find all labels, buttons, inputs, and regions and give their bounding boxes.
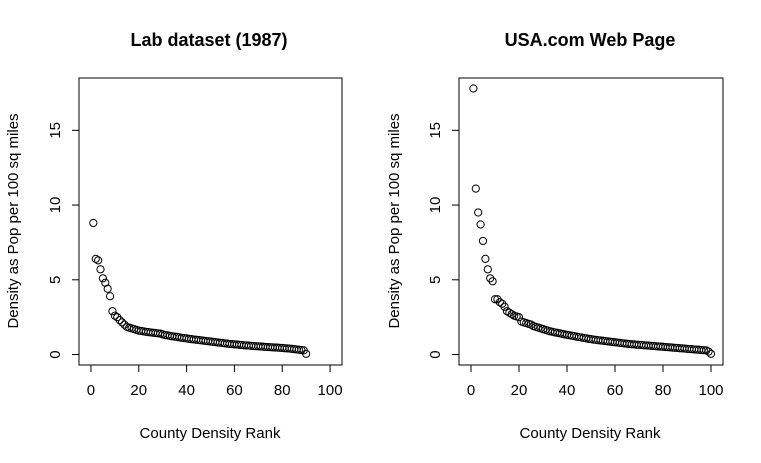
data-point bbox=[96, 265, 105, 274]
y-axis: 0 5 10 15 bbox=[47, 122, 80, 359]
x-tick-label: 100 bbox=[698, 382, 723, 399]
data-point bbox=[478, 236, 488, 246]
data-point bbox=[488, 277, 497, 286]
x-tick-label: 40 bbox=[178, 382, 195, 399]
panel-left: Lab dataset (1987) County Density Rank D… bbox=[5, 30, 343, 442]
data-point bbox=[526, 320, 536, 329]
data-point bbox=[117, 318, 127, 327]
data-point bbox=[471, 184, 480, 193]
y-tick-label: 0 bbox=[47, 350, 64, 358]
x-tick-label: 100 bbox=[318, 382, 343, 399]
data-point bbox=[474, 208, 483, 217]
plot-frame bbox=[458, 77, 724, 366]
data-point bbox=[89, 218, 98, 228]
data-point bbox=[91, 254, 100, 263]
y-tick-label: 0 bbox=[427, 350, 444, 358]
y-tick-label: 15 bbox=[427, 122, 444, 139]
data-point bbox=[514, 313, 524, 322]
x-axis: 0 20 40 60 80 100 bbox=[87, 364, 343, 399]
data-point bbox=[706, 349, 716, 358]
data-point bbox=[103, 284, 112, 293]
data-point bbox=[483, 265, 492, 274]
chart-title: USA.com Web Page bbox=[505, 30, 676, 50]
x-tick-label: 0 bbox=[467, 382, 475, 399]
x-tick-label: 0 bbox=[87, 382, 95, 399]
x-tick-label: 80 bbox=[274, 382, 291, 399]
panel-right: USA.com Web Page County Density Rank Den… bbox=[386, 30, 724, 442]
x-axis-label: County Density Rank bbox=[520, 425, 661, 442]
x-tick-label: 20 bbox=[130, 382, 147, 399]
y-axis: 0 5 10 15 bbox=[427, 122, 460, 359]
x-tick-label: 80 bbox=[655, 382, 672, 399]
x-tick-label: 60 bbox=[226, 382, 243, 399]
data-point bbox=[699, 346, 708, 355]
data-point bbox=[495, 298, 504, 307]
data-point bbox=[500, 302, 509, 311]
x-axis: 0 20 40 60 80 100 bbox=[467, 364, 724, 399]
y-tick-label: 5 bbox=[427, 276, 444, 284]
data-point bbox=[302, 349, 311, 358]
data-point bbox=[704, 347, 713, 356]
y-tick-label: 5 bbox=[47, 276, 64, 284]
data-point bbox=[476, 220, 485, 229]
y-axis-label: Density as Pop per 100 sq miles bbox=[386, 113, 403, 328]
x-tick-label: 20 bbox=[511, 382, 528, 399]
data-point bbox=[469, 84, 478, 93]
data-point bbox=[98, 274, 108, 283]
x-tick-label: 40 bbox=[559, 382, 576, 399]
data-point bbox=[110, 311, 119, 320]
data-point bbox=[108, 307, 117, 316]
scatter-points bbox=[89, 218, 311, 358]
data-point bbox=[481, 254, 490, 263]
chart-title: Lab dataset (1987) bbox=[130, 30, 287, 50]
data-point bbox=[115, 316, 124, 325]
y-tick-label: 10 bbox=[47, 197, 64, 214]
y-axis-label: Density as Pop per 100 sq miles bbox=[5, 113, 22, 328]
x-axis-label: County Density Rank bbox=[140, 425, 281, 442]
data-point bbox=[507, 310, 516, 319]
data-point bbox=[94, 256, 103, 265]
data-point bbox=[105, 292, 115, 301]
scatter-points bbox=[469, 84, 716, 358]
y-tick-label: 15 bbox=[47, 122, 64, 139]
x-tick-label: 60 bbox=[607, 382, 624, 399]
y-tick-label: 10 bbox=[427, 197, 444, 214]
